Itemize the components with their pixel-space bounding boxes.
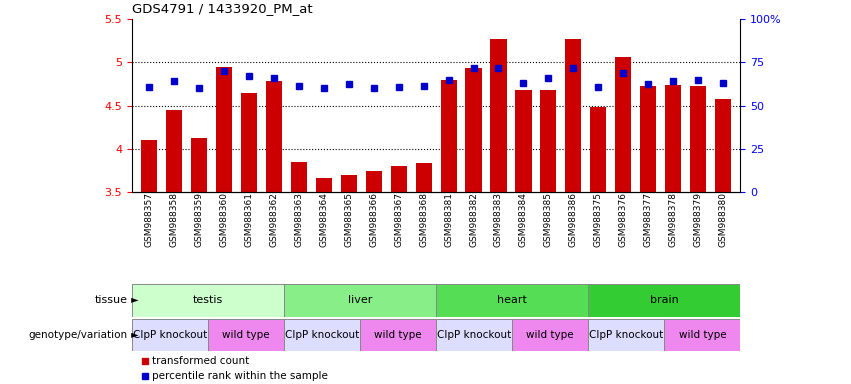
Bar <box>216 67 232 192</box>
Text: wild type: wild type <box>678 330 726 340</box>
Bar <box>665 319 740 351</box>
Text: percentile rank within the sample: percentile rank within the sample <box>152 371 328 381</box>
Bar <box>665 85 681 192</box>
Text: GSM988382: GSM988382 <box>469 192 478 247</box>
Bar <box>391 166 407 192</box>
Bar <box>615 57 631 192</box>
Text: ClpP knockout: ClpP knockout <box>133 330 207 340</box>
Bar <box>465 68 482 192</box>
Text: GSM988359: GSM988359 <box>195 192 203 247</box>
Text: GSM988379: GSM988379 <box>694 192 702 247</box>
Text: ClpP knockout: ClpP knockout <box>589 330 664 340</box>
Bar <box>715 99 731 192</box>
Bar <box>241 93 257 192</box>
Bar <box>266 81 283 192</box>
Text: GSM988360: GSM988360 <box>220 192 229 247</box>
Text: GSM988381: GSM988381 <box>444 192 453 247</box>
Text: ClpP knockout: ClpP knockout <box>285 330 359 340</box>
Text: GSM988383: GSM988383 <box>494 192 503 247</box>
Bar <box>415 163 431 192</box>
Text: brain: brain <box>650 295 679 306</box>
Bar <box>690 86 706 192</box>
Text: GSM988384: GSM988384 <box>519 192 528 247</box>
Text: testis: testis <box>193 295 223 306</box>
Text: GSM988365: GSM988365 <box>345 192 353 247</box>
Text: GSM988376: GSM988376 <box>619 192 628 247</box>
Bar <box>366 171 382 192</box>
Text: heart: heart <box>497 295 527 306</box>
Text: wild type: wild type <box>527 330 574 340</box>
Text: GSM988368: GSM988368 <box>420 192 428 247</box>
Text: GSM988385: GSM988385 <box>544 192 553 247</box>
Bar <box>141 140 157 192</box>
Bar <box>208 319 284 351</box>
Bar <box>512 319 588 351</box>
Bar <box>316 178 332 192</box>
Bar <box>565 39 581 192</box>
Bar <box>516 90 532 192</box>
Bar <box>490 39 506 192</box>
Text: GSM988375: GSM988375 <box>594 192 603 247</box>
Text: GSM988358: GSM988358 <box>170 192 179 247</box>
Text: liver: liver <box>348 295 372 306</box>
Bar <box>588 319 665 351</box>
Text: GSM988366: GSM988366 <box>369 192 379 247</box>
Bar <box>284 284 436 317</box>
Text: GSM988367: GSM988367 <box>394 192 403 247</box>
Bar <box>340 175 357 192</box>
Bar <box>132 319 208 351</box>
Bar <box>360 319 437 351</box>
Bar <box>590 107 606 192</box>
Text: GSM988364: GSM988364 <box>319 192 328 247</box>
Text: GSM988386: GSM988386 <box>568 192 578 247</box>
Text: genotype/variation: genotype/variation <box>29 330 128 340</box>
Bar <box>441 80 457 192</box>
Text: ►: ► <box>128 295 138 306</box>
Bar <box>291 162 307 192</box>
Bar <box>191 139 208 192</box>
Text: transformed count: transformed count <box>152 356 249 366</box>
Text: wild type: wild type <box>222 330 270 340</box>
Text: GSM988362: GSM988362 <box>270 192 278 247</box>
Text: wild type: wild type <box>374 330 422 340</box>
Text: ClpP knockout: ClpP knockout <box>437 330 511 340</box>
Bar <box>540 90 557 192</box>
Text: GSM988363: GSM988363 <box>294 192 304 247</box>
Text: GDS4791 / 1433920_PM_at: GDS4791 / 1433920_PM_at <box>132 2 312 15</box>
Bar <box>640 86 656 192</box>
Bar <box>166 110 182 192</box>
Text: GSM988357: GSM988357 <box>145 192 154 247</box>
Text: tissue: tissue <box>94 295 128 306</box>
Bar <box>436 284 588 317</box>
Bar <box>436 319 512 351</box>
Text: GSM988377: GSM988377 <box>643 192 653 247</box>
Bar <box>588 284 740 317</box>
Text: GSM988361: GSM988361 <box>244 192 254 247</box>
Text: GSM988380: GSM988380 <box>718 192 728 247</box>
Bar <box>284 319 360 351</box>
Text: ►: ► <box>128 330 138 340</box>
Bar <box>132 284 284 317</box>
Text: GSM988378: GSM988378 <box>669 192 677 247</box>
